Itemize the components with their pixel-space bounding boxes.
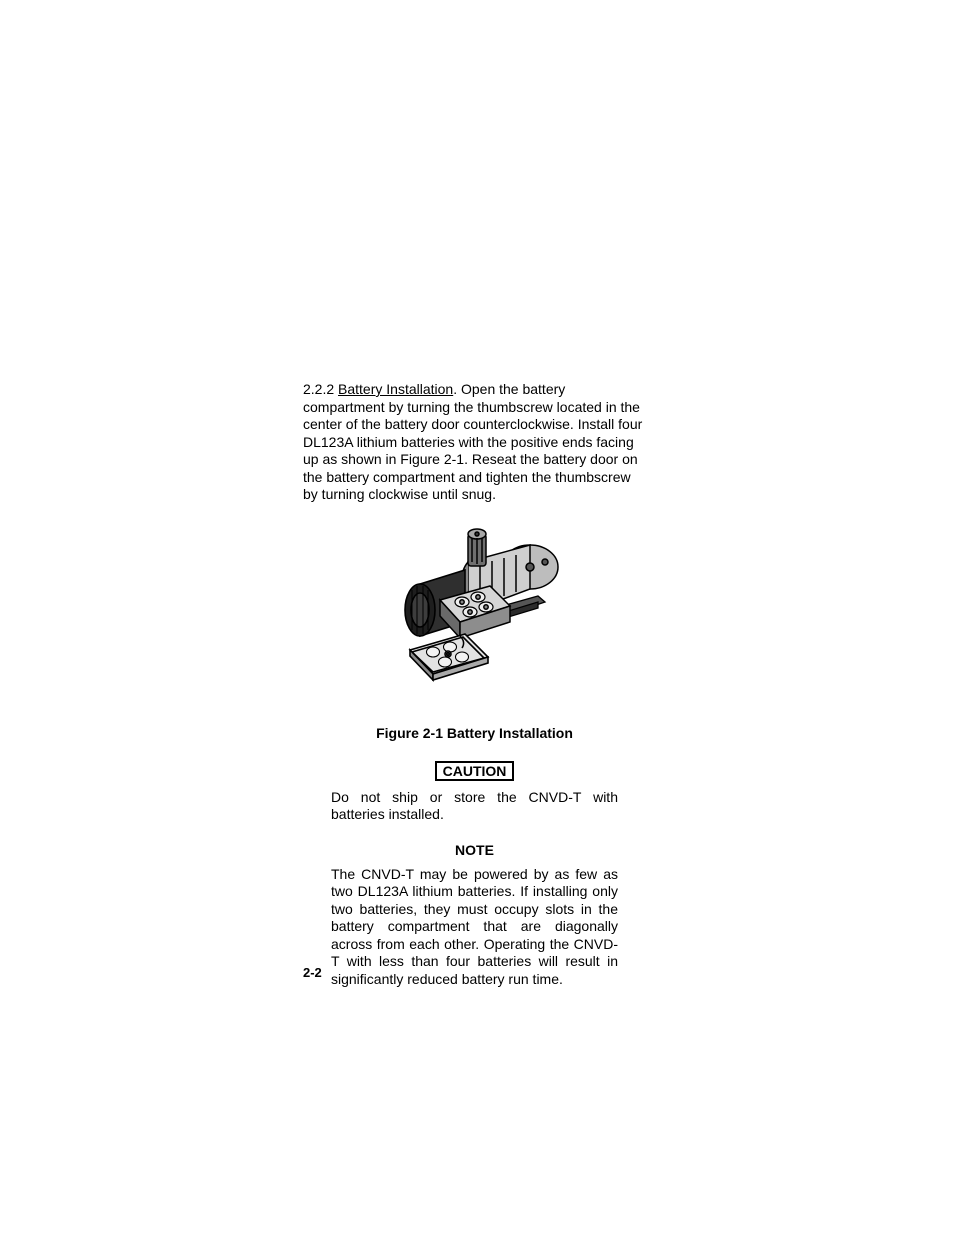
caution-text: Do not ship or store the CNVD-T with bat…: [331, 789, 618, 824]
note-block: NOTE: [303, 842, 646, 858]
section-body: . Open the battery compartment by turnin…: [303, 381, 642, 502]
battery-installation-illustration: [370, 522, 580, 717]
section-title: Battery Installation: [338, 381, 453, 397]
figure-block: Figure 2-1 Battery Installation: [303, 522, 646, 741]
figure-caption: Figure 2-1 Battery Installation: [303, 725, 646, 741]
note-label: NOTE: [303, 842, 646, 858]
section-number: 2.2.2: [303, 381, 334, 397]
note-text: The CNVD-T may be powered by as few as t…: [331, 866, 618, 989]
caution-label: CAUTION: [435, 761, 515, 781]
caution-block: CAUTION: [303, 741, 646, 781]
manual-page: 2.2.2 Battery Installation. Open the bat…: [0, 0, 954, 1235]
page-number: 2-2: [303, 965, 322, 980]
section-paragraph: 2.2.2 Battery Installation. Open the bat…: [303, 381, 646, 504]
